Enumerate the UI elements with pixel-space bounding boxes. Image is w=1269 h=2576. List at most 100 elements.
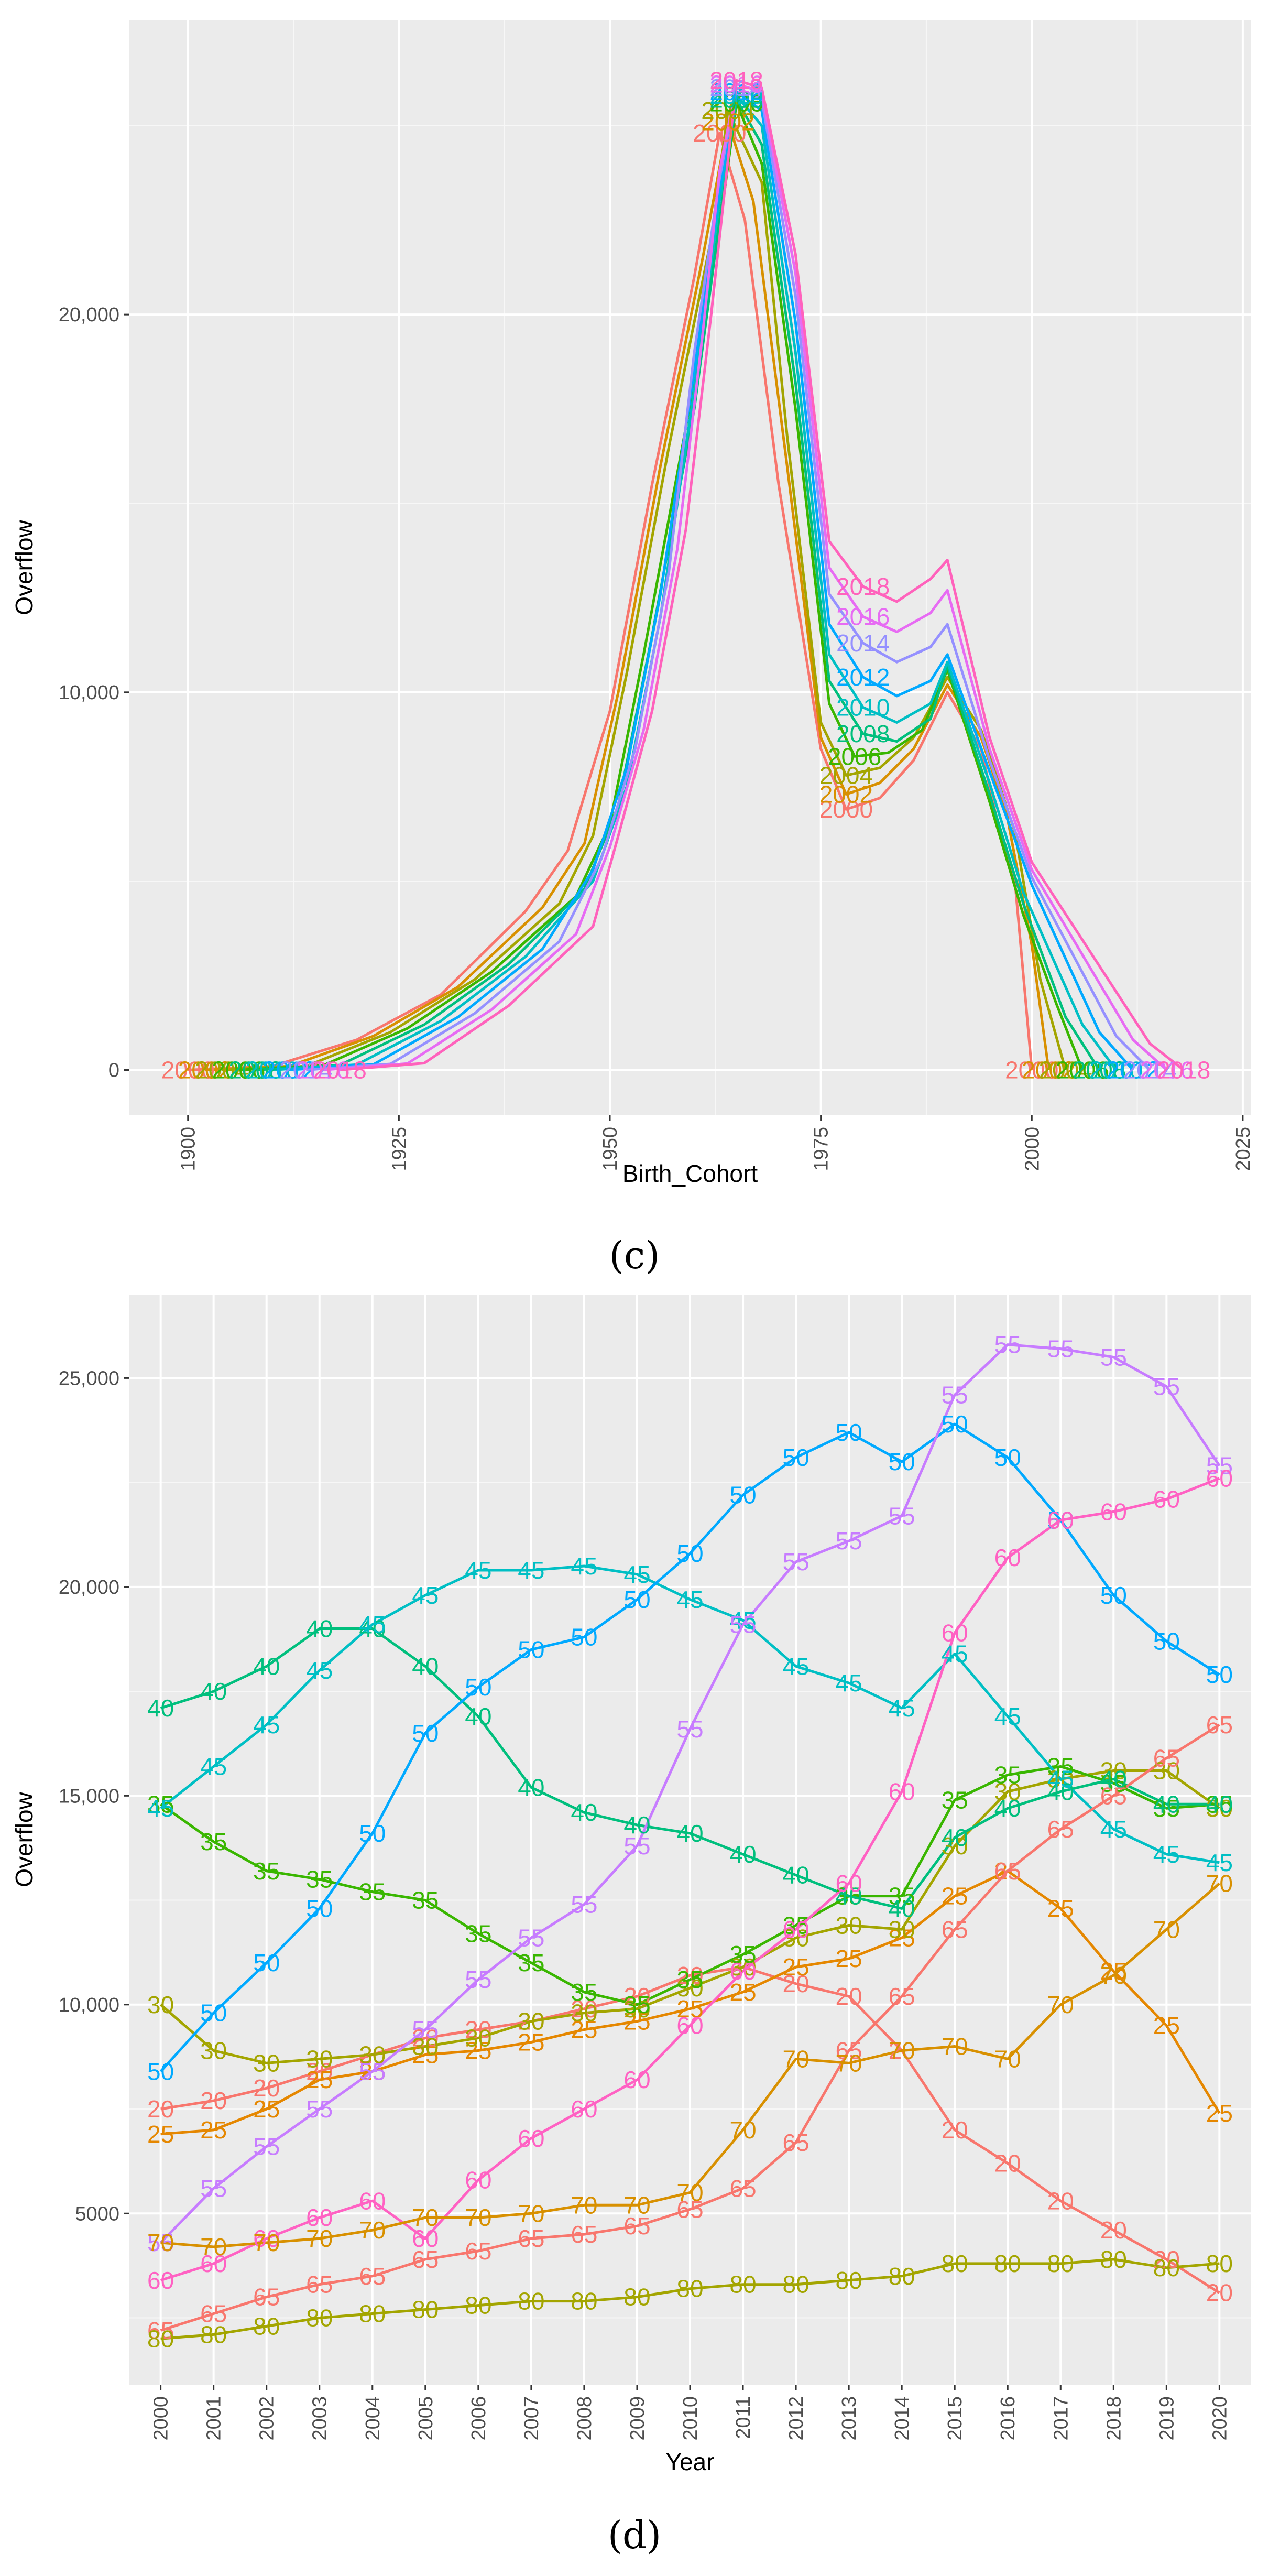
series-label-2008: 2008 [228,1057,282,1084]
series-label-25: 25 [412,2041,439,2068]
series-label-25: 25 [200,2116,227,2144]
series-label-80: 80 [412,2296,439,2323]
series-label-55: 55 [1153,1373,1180,1400]
y-tick-label: 20,000 [59,1577,119,1599]
series-label-25: 25 [1100,1958,1127,1985]
series-label-35: 35 [1100,1769,1127,1797]
series-label-20: 20 [518,2008,544,2035]
series-label-50: 50 [623,1586,650,1613]
series-label-65: 65 [994,1857,1021,1885]
series-label-20: 20 [1100,2216,1127,2244]
series-label-80: 80 [676,2275,703,2302]
panel-c-series [188,79,1185,1071]
x-tick-label: 2014 [891,2396,913,2441]
panel-c-plot-background [129,20,1251,1115]
series-label-35: 35 [1047,1753,1074,1780]
series-label-35: 35 [571,1979,597,2006]
series-label-50: 50 [676,1540,703,1567]
series-label-65: 65 [518,2225,544,2252]
series-label-25: 25 [994,1857,1021,1885]
x-tick-label: 2012 [785,2396,807,2441]
panel-d-caption: (d) [608,2513,661,2557]
series-label-20: 20 [200,2087,227,2114]
series-label-45: 45 [676,1586,703,1613]
series-label-25: 25 [782,1953,809,1981]
series-label-50: 50 [1153,1627,1180,1655]
series-label-35: 35 [942,1786,968,1813]
series-label-45: 45 [465,1557,491,1584]
series-label-35: 35 [729,1941,756,1968]
series-label-20: 20 [253,2074,280,2102]
x-tick-label: 2004 [362,2396,384,2441]
x-tick-label: 2011 [732,2396,754,2439]
series-label-2014: 2014 [279,1057,333,1084]
series-label-20: 20 [1206,2279,1233,2307]
series-label-20: 20 [623,1983,650,2010]
series-label-40: 40 [412,1653,439,1680]
x-tick-label: 2010 [680,2396,702,2441]
series-label-25: 25 [571,2016,597,2044]
panel-d-series [159,1343,1221,2340]
series-label-70: 70 [729,2116,756,2144]
series-label-35: 35 [359,1878,386,1906]
x-tick-label: 2020 [1209,2396,1231,2441]
series-label-35: 35 [889,1883,915,1910]
series-label-20: 20 [889,2037,915,2064]
x-tick-label: 2019 [1156,2396,1178,2441]
series-label-30: 30 [253,2049,280,2077]
series-label-2006: 2006 [1056,1057,1109,1084]
series-label-70: 70 [253,2229,280,2256]
panel-d-y-ticks: 5000 10,000 15,000 20,000 25,000 [59,1367,129,2225]
x-tick-label: 1900 [178,1127,200,1171]
x-tick-label: 2017 [1050,2396,1072,2441]
series-label-40: 40 [836,1883,862,1910]
x-tick-label: 2007 [521,2396,543,2441]
series-label-2010: 2010 [246,1057,299,1084]
series-label-65: 65 [306,2271,333,2298]
series-label-2000: 2000 [819,796,873,823]
series-label-50: 50 [571,1623,597,1650]
series-label-65: 65 [889,1983,915,2010]
series-label-40: 40 [147,1694,174,1722]
series-line-2018 [340,79,1185,1071]
x-tick-label: 1975 [811,1127,833,1171]
series-label-45: 45 [782,1653,809,1680]
x-tick-label: 2018 [1103,2396,1125,2441]
series-label-70: 70 [412,2204,439,2231]
series-label-40: 40 [359,1615,386,1643]
series-label-20: 20 [306,2058,333,2085]
x-tick-label: 2006 [468,2396,490,2441]
series-line-45 [160,1564,1220,1864]
series-label-40: 40 [1206,1790,1233,1818]
series-label-2002: 2002 [819,780,873,808]
panel-c-caption: (c) [609,1233,660,1277]
series-label-70: 70 [518,2200,544,2227]
series-label-20: 20 [942,2116,968,2144]
series-label-2002: 2002 [178,1057,232,1084]
series-label-50: 50 [200,1999,227,2027]
series-line-25 [160,1869,1221,2136]
series-label-60: 60 [782,1916,809,1943]
series-label-45: 45 [571,1552,597,1580]
series-label-25: 25 [1153,2012,1180,2039]
series-label-80: 80 [571,2288,597,2315]
series-label-35: 35 [1206,1790,1233,1818]
series-label-50: 50 [836,1419,862,1446]
y-tick-label: 0 [108,1060,119,1082]
series-label-70: 70 [465,2204,491,2231]
series-label-60: 60 [889,1778,915,1805]
series-label-45: 45 [147,1795,174,1822]
series-label-45: 45 [1206,1849,1233,1876]
series-label-20: 20 [729,1953,756,1981]
series-label-35: 35 [412,1887,439,1914]
series-label-2004: 2004 [1039,1057,1092,1084]
series-label-2000: 2000 [1005,1057,1058,1084]
x-tick-label: 2000 [150,2396,172,2441]
series-label-55: 55 [147,2229,174,2256]
series-label-60: 60 [518,2125,544,2152]
y-tick-label: 10,000 [59,682,119,704]
series-label-2000: 2000 [161,1057,215,1084]
series-label-55: 55 [836,1527,862,1555]
series-label-30: 30 [147,1991,174,2018]
series-label-30: 30 [676,1974,703,2002]
